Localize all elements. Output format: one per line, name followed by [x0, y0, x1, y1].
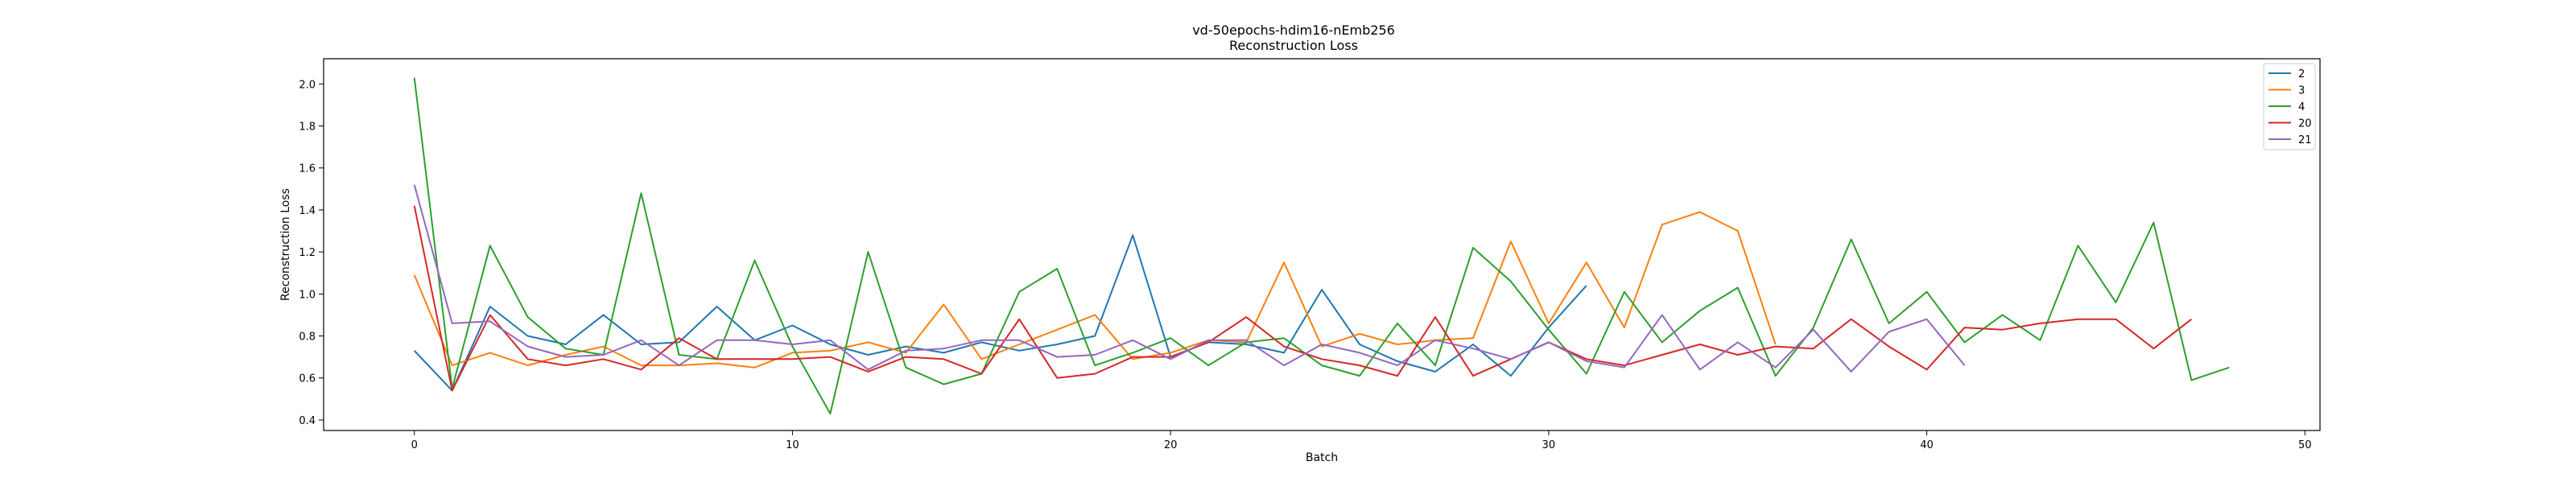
chart-title: vd-50epochs-hdim16-nEmb256: [1192, 23, 1395, 38]
series-line-21: [413, 184, 1966, 373]
legend-label-20: 20: [2298, 118, 2312, 130]
series-line-3: [413, 211, 1777, 369]
y-tick-label: 1.6: [299, 163, 316, 175]
legend-label-2: 2: [2298, 68, 2305, 80]
x-tick-label: 10: [786, 439, 799, 451]
y-tick-label: 1.4: [299, 205, 316, 217]
y-tick-label: 1.8: [299, 122, 316, 134]
series-lines: [413, 77, 2230, 415]
plot-area: [323, 58, 2321, 431]
x-axis-label: Batch: [1306, 451, 1338, 464]
y-tick-label: 1.2: [299, 247, 316, 259]
y-tick-label: 0.4: [299, 415, 316, 427]
series-line-4: [413, 77, 2230, 415]
series-line-2: [413, 234, 1587, 392]
legend-label-21: 21: [2298, 134, 2312, 146]
y-axis: 0.4 0.6 0.8 1.0 1.2 1.4 1.6 1.8 2.0: [299, 79, 324, 427]
x-tick-label: 20: [1164, 439, 1178, 451]
series-line-20: [413, 205, 2192, 392]
legend: 2 3 4 20 21: [2263, 63, 2316, 150]
x-tick-label: 40: [1920, 439, 1934, 451]
x-tick-label: 50: [2298, 439, 2312, 451]
x-tick-label: 30: [1542, 439, 1556, 451]
legend-label-4: 4: [2298, 101, 2305, 113]
y-axis-label: Reconstruction Loss: [279, 188, 292, 301]
y-tick-label: 0.8: [299, 332, 316, 344]
x-tick-label: 0: [411, 439, 418, 451]
legend-label-3: 3: [2298, 85, 2305, 97]
y-tick-label: 0.6: [299, 373, 316, 385]
y-tick-label: 1.0: [299, 289, 316, 301]
chart-subtitle: Reconstruction Loss: [1229, 38, 1358, 53]
x-axis: 0 10 20 30 40 50: [411, 430, 2312, 451]
y-tick-label: 2.0: [299, 79, 316, 91]
